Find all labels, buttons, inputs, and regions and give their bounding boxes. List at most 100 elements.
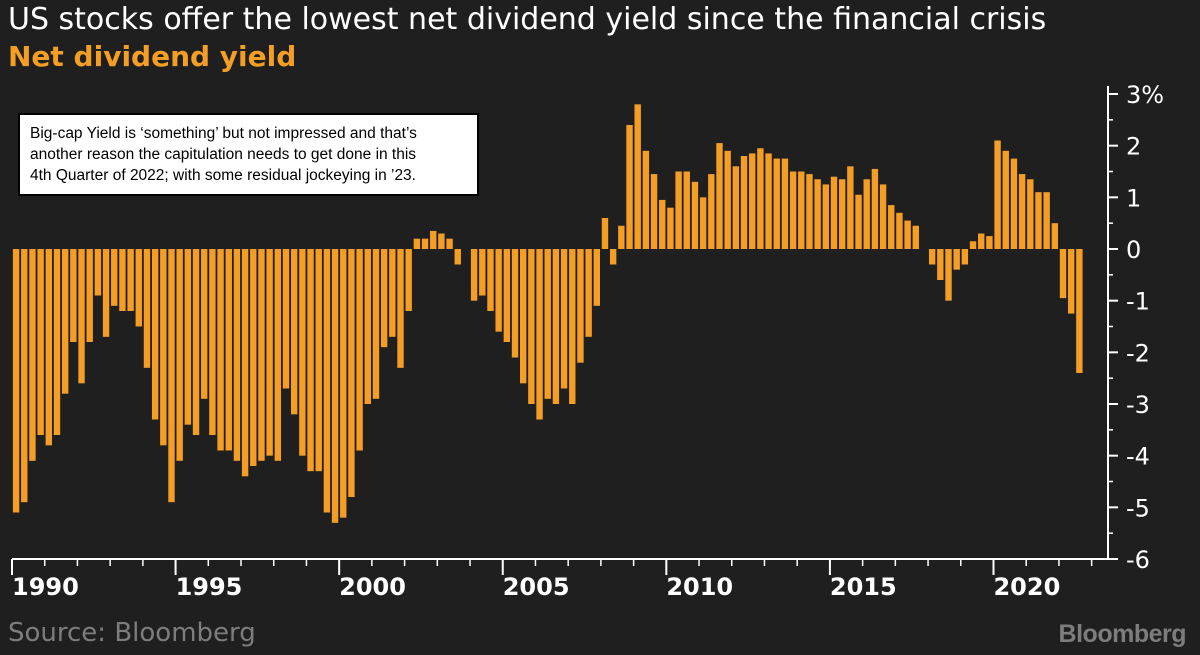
bar xyxy=(781,158,789,249)
bar xyxy=(978,233,985,249)
bar xyxy=(217,249,224,451)
bar xyxy=(789,171,797,249)
bar-series xyxy=(12,104,1083,523)
bar xyxy=(961,249,969,265)
bar xyxy=(945,249,952,301)
bar xyxy=(94,249,102,296)
x-tick-label: 1995 xyxy=(176,573,243,601)
bar xyxy=(78,249,85,384)
annotation-line: 4th Quarter of 2022; with some residual … xyxy=(30,167,416,184)
bar xyxy=(487,249,494,311)
bar xyxy=(53,249,61,435)
bar xyxy=(299,249,306,456)
bar xyxy=(912,225,919,249)
x-tick-label: 1990 xyxy=(12,573,79,601)
bar xyxy=(969,241,977,249)
bar xyxy=(871,168,879,249)
bar xyxy=(209,249,216,435)
bar xyxy=(282,249,290,389)
bar xyxy=(699,197,707,249)
bar xyxy=(323,249,331,513)
bar xyxy=(61,249,69,394)
x-tick-label: 2005 xyxy=(503,573,570,601)
bar xyxy=(421,238,429,249)
bar xyxy=(290,249,298,415)
bar xyxy=(937,249,944,280)
bar xyxy=(560,249,568,389)
x-tick-label: 2020 xyxy=(993,573,1060,601)
bar xyxy=(479,249,486,296)
bar xyxy=(888,205,895,249)
bar xyxy=(21,249,28,503)
axes: 1990 1995 2000 2005 2010 2015 2020 3% 2 1 0 -1 -2 -3 -… xyxy=(11,81,1164,601)
bar xyxy=(732,166,740,249)
bar xyxy=(45,249,52,446)
bar xyxy=(520,249,527,384)
bar xyxy=(380,249,388,348)
bar xyxy=(838,179,846,249)
bar xyxy=(225,249,232,451)
y-tick-label: -4 xyxy=(1126,443,1150,471)
bar xyxy=(675,171,682,249)
bar xyxy=(266,249,273,456)
bar xyxy=(650,174,658,249)
bar xyxy=(569,249,576,404)
bar xyxy=(37,249,44,435)
y-tick-label: -1 xyxy=(1126,288,1150,316)
source-note: Source: Bloomberg xyxy=(8,618,256,648)
bar xyxy=(258,249,265,461)
bar xyxy=(740,156,748,249)
bar xyxy=(160,249,167,446)
bar xyxy=(847,166,854,249)
bar xyxy=(12,249,20,513)
annotation-line: Big-cap Yield is ‘something’ but not imp… xyxy=(30,125,417,142)
bar xyxy=(904,220,911,249)
bar xyxy=(749,153,756,249)
bar xyxy=(446,238,453,249)
chart-subtitle: Net dividend yield xyxy=(8,40,297,73)
bar xyxy=(765,153,772,249)
bar xyxy=(307,249,314,472)
bar xyxy=(143,249,151,368)
bar xyxy=(724,150,731,249)
y-tick-label: 3% xyxy=(1126,81,1164,109)
bar xyxy=(593,249,600,306)
y-tick-label: -3 xyxy=(1126,391,1150,419)
bar xyxy=(879,184,887,249)
bar xyxy=(806,174,813,249)
bar xyxy=(1035,192,1042,249)
bar xyxy=(618,225,625,249)
bar xyxy=(70,249,77,342)
bar xyxy=(119,249,126,311)
bar xyxy=(356,249,363,451)
bar xyxy=(1076,249,1083,373)
bar xyxy=(577,249,584,363)
bar xyxy=(405,249,412,311)
bar xyxy=(601,218,609,249)
x-tick-label: 2010 xyxy=(666,573,733,601)
bar xyxy=(470,249,478,301)
x-tick-label: 2000 xyxy=(339,573,406,601)
bar xyxy=(1059,249,1067,299)
bar xyxy=(389,249,396,337)
bar xyxy=(176,249,183,461)
bar xyxy=(438,233,445,249)
bar xyxy=(773,158,780,249)
bar xyxy=(201,249,208,399)
bar xyxy=(896,212,903,249)
bar xyxy=(642,150,650,249)
bar xyxy=(184,249,192,425)
bar xyxy=(127,249,134,311)
bar xyxy=(1068,249,1075,314)
bar xyxy=(233,249,241,461)
bar xyxy=(413,238,421,249)
bar xyxy=(241,249,249,477)
bar xyxy=(928,249,936,265)
bar xyxy=(1018,174,1026,249)
bar xyxy=(250,249,257,466)
bar xyxy=(863,179,870,249)
bar xyxy=(430,230,437,249)
bar xyxy=(1010,158,1018,249)
bar xyxy=(585,249,592,337)
